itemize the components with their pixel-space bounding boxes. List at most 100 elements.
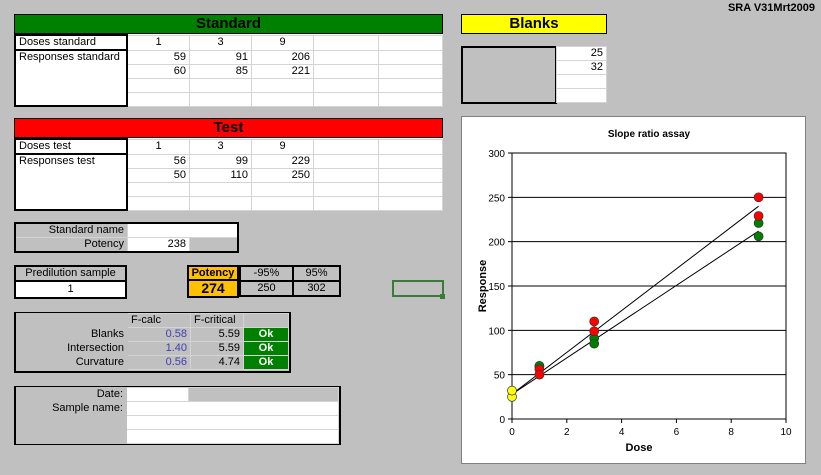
blanks-table: 25 32 bbox=[556, 46, 607, 103]
potency-ci-table: -95% 95% 250 302 bbox=[239, 265, 341, 297]
y-axis-label: Response bbox=[477, 260, 489, 313]
empty-cell bbox=[188, 387, 339, 402]
blanks-header: Blanks bbox=[461, 14, 607, 34]
sample-name-label: Sample name: bbox=[16, 401, 127, 416]
standard-header: Standard bbox=[14, 14, 443, 34]
sample-name-input[interactable] bbox=[126, 401, 339, 416]
empty-cell[interactable] bbox=[377, 63, 443, 79]
standard-response-cell[interactable]: 91 bbox=[189, 49, 252, 65]
standard-dose-cell[interactable]: 1 bbox=[126, 34, 190, 51]
empty-cell[interactable] bbox=[377, 77, 443, 93]
empty-cell[interactable] bbox=[377, 34, 443, 51]
empty-cell[interactable] bbox=[126, 181, 190, 197]
empty-cell[interactable] bbox=[556, 74, 607, 89]
ci-low-label: -95% bbox=[239, 265, 294, 282]
test-dose-cell[interactable]: 3 bbox=[189, 138, 252, 155]
fill-handle[interactable] bbox=[440, 294, 445, 299]
empty-cell[interactable] bbox=[377, 167, 443, 183]
empty-cell[interactable] bbox=[313, 138, 379, 155]
sample-name-input[interactable] bbox=[126, 415, 339, 430]
standard-potency-input[interactable]: 238 bbox=[127, 237, 190, 253]
standard-dose-cell[interactable]: 3 bbox=[189, 34, 252, 51]
empty-cell bbox=[16, 313, 128, 328]
x-tick-label: 10 bbox=[780, 427, 792, 438]
empty-cell bbox=[243, 313, 289, 328]
ftest-status-badge: Ok bbox=[243, 327, 289, 342]
x-tick-label: 6 bbox=[674, 427, 680, 438]
x-tick-label: 0 bbox=[509, 427, 515, 438]
empty-cell[interactable] bbox=[313, 91, 379, 107]
predilution-table: Predilution sample 1 bbox=[14, 265, 127, 299]
empty-cell[interactable] bbox=[251, 77, 314, 93]
empty-cell[interactable] bbox=[377, 49, 443, 65]
empty-cell bbox=[16, 415, 127, 430]
empty-cell[interactable] bbox=[377, 153, 443, 169]
test-response-cell[interactable]: 56 bbox=[126, 153, 190, 169]
standard-name-input[interactable] bbox=[127, 222, 239, 238]
empty-cell[interactable] bbox=[126, 195, 190, 211]
test-response-cell[interactable]: 99 bbox=[189, 153, 252, 169]
standard-response-cell[interactable]: 221 bbox=[251, 63, 314, 79]
fcalc-value: 1.40 bbox=[127, 341, 191, 356]
empty-cell[interactable] bbox=[377, 195, 443, 211]
empty-cell[interactable] bbox=[251, 91, 314, 107]
data-point bbox=[753, 192, 764, 203]
standard-response-cell[interactable]: 206 bbox=[251, 49, 314, 65]
ftest-status-badge: Ok bbox=[243, 341, 289, 356]
test-dose-cell[interactable]: 1 bbox=[126, 138, 190, 155]
data-point bbox=[534, 369, 545, 380]
empty-cell[interactable] bbox=[126, 91, 190, 107]
test-response-cell[interactable]: 50 bbox=[126, 167, 190, 183]
test-response-cell[interactable]: 110 bbox=[189, 167, 252, 183]
y-tick-label: 0 bbox=[499, 415, 505, 426]
empty-cell[interactable] bbox=[377, 138, 443, 155]
standard-response-cell[interactable]: 59 bbox=[126, 49, 190, 65]
ftest-row-label: Blanks bbox=[16, 327, 128, 342]
fcalc-header: F-calc bbox=[127, 313, 191, 328]
ftest-row-label: Intersection bbox=[16, 341, 128, 356]
empty-cell[interactable] bbox=[189, 181, 252, 197]
data-point bbox=[753, 211, 764, 221]
blank-value-cell[interactable]: 32 bbox=[556, 60, 607, 75]
x-axis-label: Dose bbox=[626, 442, 653, 454]
test-header: Test bbox=[14, 118, 443, 138]
empty-cell[interactable] bbox=[313, 153, 379, 169]
empty-cell[interactable] bbox=[189, 195, 252, 211]
test-response-cell[interactable]: 250 bbox=[251, 167, 314, 183]
empty-cell[interactable] bbox=[313, 34, 379, 51]
responses-standard-label: Responses standard bbox=[14, 49, 128, 107]
date-input[interactable] bbox=[126, 387, 189, 402]
empty-cell[interactable] bbox=[377, 91, 443, 107]
regression-line bbox=[511, 205, 759, 395]
empty-cell[interactable] bbox=[126, 77, 190, 93]
empty-cell[interactable] bbox=[313, 77, 379, 93]
empty-cell[interactable] bbox=[313, 63, 379, 79]
empty-cell[interactable] bbox=[313, 195, 379, 211]
fcalc-value: 0.56 bbox=[127, 355, 191, 370]
empty-cell[interactable] bbox=[189, 77, 252, 93]
empty-cell[interactable] bbox=[377, 181, 443, 197]
standard-response-cell[interactable]: 85 bbox=[189, 63, 252, 79]
x-tick-label: 8 bbox=[728, 427, 734, 438]
fcritical-header: F-critical bbox=[190, 313, 244, 328]
data-point bbox=[589, 326, 600, 337]
empty-cell[interactable] bbox=[313, 181, 379, 197]
chart-container[interactable]: 0 50 100 150 200 250 300 0 2 4 6 8 10 Slope ratio ass… bbox=[461, 116, 806, 464]
empty-cell[interactable] bbox=[556, 88, 607, 103]
empty-cell[interactable] bbox=[251, 195, 314, 211]
chart-title: Slope ratio assay bbox=[608, 129, 691, 140]
blank-value-cell[interactable]: 25 bbox=[556, 46, 607, 61]
standard-dose-cell[interactable]: 9 bbox=[251, 34, 314, 51]
standard-response-cell[interactable]: 60 bbox=[126, 63, 190, 79]
test-dose-cell[interactable]: 9 bbox=[251, 138, 314, 155]
empty-cell[interactable] bbox=[313, 167, 379, 183]
active-cell-selection[interactable] bbox=[392, 280, 444, 297]
test-response-cell[interactable]: 229 bbox=[251, 153, 314, 169]
predilution-input[interactable]: 1 bbox=[14, 280, 127, 299]
empty-cell[interactable] bbox=[189, 91, 252, 107]
empty-cell[interactable] bbox=[251, 181, 314, 197]
fcritical-value: 5.59 bbox=[190, 327, 244, 342]
sample-name-input[interactable] bbox=[126, 429, 339, 444]
standard-name-label: Standard name bbox=[14, 222, 128, 238]
empty-cell[interactable] bbox=[313, 49, 379, 65]
